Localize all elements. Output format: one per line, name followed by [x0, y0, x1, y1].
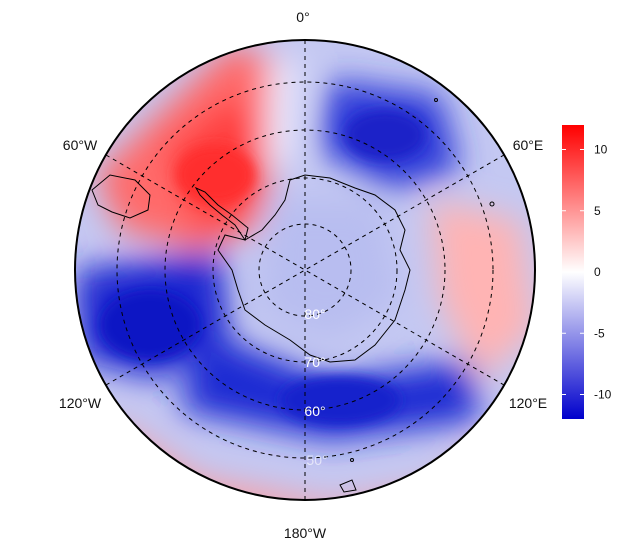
- lon-label-120w: 120°W: [59, 395, 102, 411]
- colorbar-tick-label: 0: [594, 265, 601, 279]
- colorbar: 10 5 0 -5 -10: [562, 125, 612, 419]
- colorbar-tick-label: 10: [594, 143, 608, 157]
- lon-label-120e: 120°E: [509, 395, 547, 411]
- lon-label-0: 0°: [296, 9, 309, 25]
- lat-label-60: 60°: [304, 403, 325, 419]
- lat-label-50: 50°: [306, 452, 327, 468]
- graticule: [105, 40, 505, 500]
- coastline: [91, 98, 495, 493]
- colorbar-tick-label: -10: [594, 388, 612, 402]
- lon-label-180w: 180°W: [284, 525, 327, 541]
- globe-border: [74, 39, 536, 501]
- lon-label-60e: 60°E: [513, 137, 544, 153]
- lat-label-70: 70°: [304, 354, 325, 370]
- colorbar-tick-label: 5: [594, 204, 601, 218]
- colorbar-gradient: [562, 125, 584, 419]
- lat-circle-50: [116, 81, 494, 459]
- lat-label-80: 80°: [304, 306, 325, 322]
- lon-label-60w: 60°W: [63, 137, 98, 153]
- colorbar-tick-label: -5: [594, 326, 605, 340]
